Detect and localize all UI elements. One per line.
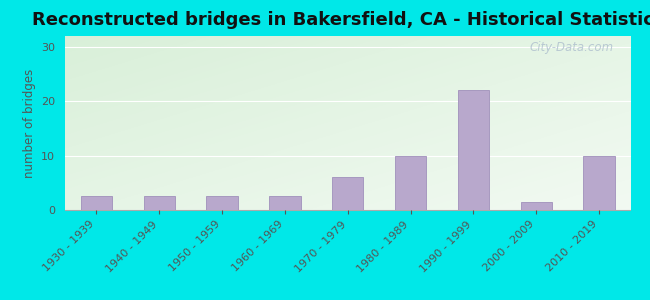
Y-axis label: number of bridges: number of bridges (23, 68, 36, 178)
Bar (584, 156, 615, 210)
Bar (458, 90, 489, 210)
Bar (207, 196, 238, 210)
Bar (395, 156, 426, 210)
Bar (269, 196, 300, 210)
Title: Reconstructed bridges in Bakersfield, CA - Historical Statistics: Reconstructed bridges in Bakersfield, CA… (31, 11, 650, 29)
Bar (332, 177, 363, 210)
Bar (521, 202, 552, 210)
Bar (81, 196, 112, 210)
Text: City-Data.com: City-Data.com (529, 41, 614, 54)
Bar (144, 196, 175, 210)
